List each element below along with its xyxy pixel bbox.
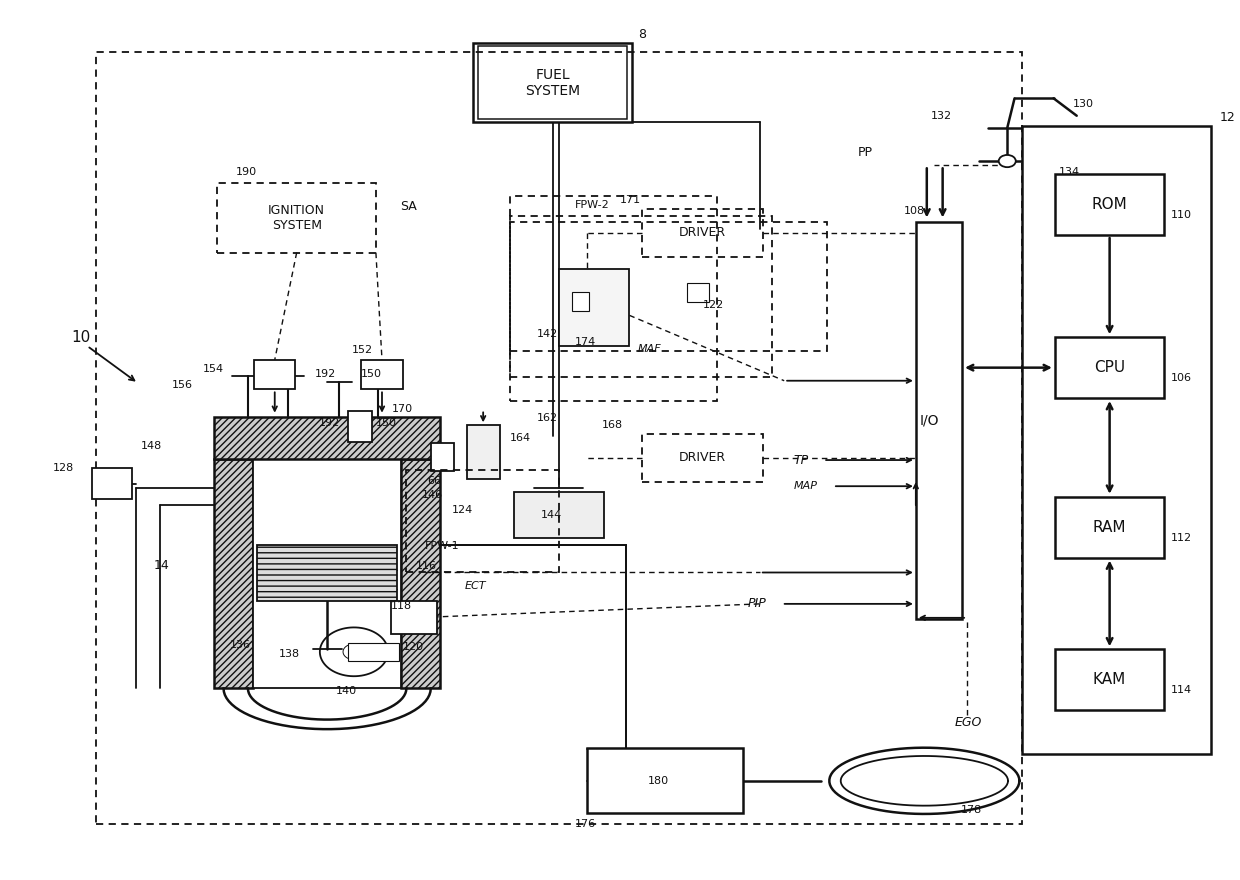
Text: 106: 106 bbox=[1171, 373, 1192, 383]
Bar bbox=[1022, 126, 1210, 754]
Bar bbox=[348, 643, 399, 661]
Text: I/O: I/O bbox=[920, 414, 939, 428]
Text: 170: 170 bbox=[392, 405, 413, 414]
Text: FPW-2: FPW-2 bbox=[574, 200, 609, 209]
Bar bbox=[391, 601, 436, 634]
Text: 10: 10 bbox=[71, 330, 91, 345]
Text: 124: 124 bbox=[451, 505, 472, 515]
Text: 144: 144 bbox=[541, 510, 562, 520]
Text: 120: 120 bbox=[403, 642, 424, 652]
Text: 116: 116 bbox=[417, 561, 438, 571]
Text: PIP: PIP bbox=[748, 598, 766, 611]
Text: EGO: EGO bbox=[955, 716, 982, 729]
Text: 118: 118 bbox=[391, 601, 412, 611]
Text: 152: 152 bbox=[351, 345, 373, 356]
Bar bbox=[510, 216, 773, 378]
Bar bbox=[641, 434, 764, 482]
Text: 140: 140 bbox=[336, 686, 357, 696]
Bar bbox=[215, 417, 440, 459]
Text: RAM: RAM bbox=[1092, 520, 1126, 535]
Text: 154: 154 bbox=[203, 363, 224, 373]
Bar bbox=[916, 222, 962, 619]
Text: 66: 66 bbox=[427, 476, 441, 486]
Text: 176: 176 bbox=[574, 818, 595, 829]
Bar bbox=[641, 209, 764, 257]
Text: IGNITION
SYSTEM: IGNITION SYSTEM bbox=[268, 204, 325, 231]
Bar bbox=[257, 545, 397, 601]
Bar bbox=[348, 411, 372, 442]
Text: 14: 14 bbox=[154, 559, 169, 572]
Bar bbox=[361, 360, 403, 390]
Text: 162: 162 bbox=[537, 414, 558, 423]
Bar bbox=[217, 183, 376, 253]
Text: 110: 110 bbox=[1171, 210, 1192, 220]
Bar bbox=[479, 46, 627, 119]
Text: 142: 142 bbox=[537, 328, 558, 339]
Circle shape bbox=[998, 155, 1016, 167]
Bar bbox=[1055, 174, 1164, 235]
Text: ECT: ECT bbox=[465, 581, 486, 590]
Bar bbox=[559, 269, 630, 346]
Text: PP: PP bbox=[857, 146, 872, 159]
Text: 156: 156 bbox=[172, 380, 192, 390]
Text: 130: 130 bbox=[1073, 99, 1094, 109]
Bar bbox=[510, 196, 717, 400]
Text: 171: 171 bbox=[620, 195, 641, 205]
Bar bbox=[510, 222, 827, 351]
Text: 180: 180 bbox=[649, 776, 670, 786]
Text: 134: 134 bbox=[1059, 166, 1080, 177]
Bar bbox=[1055, 496, 1164, 558]
Bar bbox=[253, 459, 401, 688]
Bar bbox=[467, 425, 500, 480]
Text: 8: 8 bbox=[637, 28, 646, 41]
Text: 192: 192 bbox=[315, 369, 336, 378]
Text: 146: 146 bbox=[422, 490, 444, 500]
Text: ROM: ROM bbox=[1091, 197, 1127, 212]
Text: KAM: KAM bbox=[1092, 672, 1126, 687]
Text: 112: 112 bbox=[1171, 532, 1192, 543]
Text: TP: TP bbox=[794, 453, 808, 466]
Bar bbox=[254, 360, 295, 390]
Text: 168: 168 bbox=[601, 420, 622, 430]
Text: CPU: CPU bbox=[1094, 360, 1125, 375]
Bar bbox=[430, 443, 454, 471]
Text: 150: 150 bbox=[361, 369, 382, 378]
Bar bbox=[215, 459, 253, 688]
Text: 122: 122 bbox=[703, 300, 724, 310]
Text: 136: 136 bbox=[229, 640, 250, 649]
Text: 190: 190 bbox=[236, 166, 257, 177]
Text: SA: SA bbox=[401, 200, 417, 213]
Text: DRIVER: DRIVER bbox=[680, 451, 727, 465]
Bar bbox=[587, 748, 743, 813]
Text: 138: 138 bbox=[279, 649, 300, 658]
Text: 148: 148 bbox=[141, 441, 162, 451]
Text: FPW-1: FPW-1 bbox=[424, 541, 459, 552]
Text: 174: 174 bbox=[574, 337, 595, 348]
Text: 164: 164 bbox=[510, 433, 531, 444]
Bar bbox=[474, 43, 632, 121]
Text: 178: 178 bbox=[961, 805, 982, 816]
Text: 192: 192 bbox=[319, 418, 340, 428]
Text: MAF: MAF bbox=[637, 344, 662, 355]
Text: MAP: MAP bbox=[794, 481, 818, 491]
Text: 132: 132 bbox=[930, 111, 951, 121]
Text: FUEL
SYSTEM: FUEL SYSTEM bbox=[525, 68, 580, 98]
Text: DRIVER: DRIVER bbox=[680, 226, 727, 239]
Text: 12: 12 bbox=[1219, 111, 1235, 124]
Bar bbox=[1055, 649, 1164, 710]
Bar bbox=[1055, 337, 1164, 398]
Text: 150: 150 bbox=[376, 418, 397, 428]
Text: 114: 114 bbox=[1171, 686, 1192, 695]
Bar bbox=[572, 292, 589, 311]
Bar bbox=[687, 283, 708, 302]
Text: 108: 108 bbox=[904, 206, 925, 216]
Bar bbox=[407, 470, 559, 573]
Text: 128: 128 bbox=[53, 463, 74, 473]
Bar bbox=[401, 459, 440, 688]
Bar bbox=[513, 492, 604, 538]
Bar bbox=[95, 52, 1022, 824]
Bar bbox=[92, 468, 133, 499]
